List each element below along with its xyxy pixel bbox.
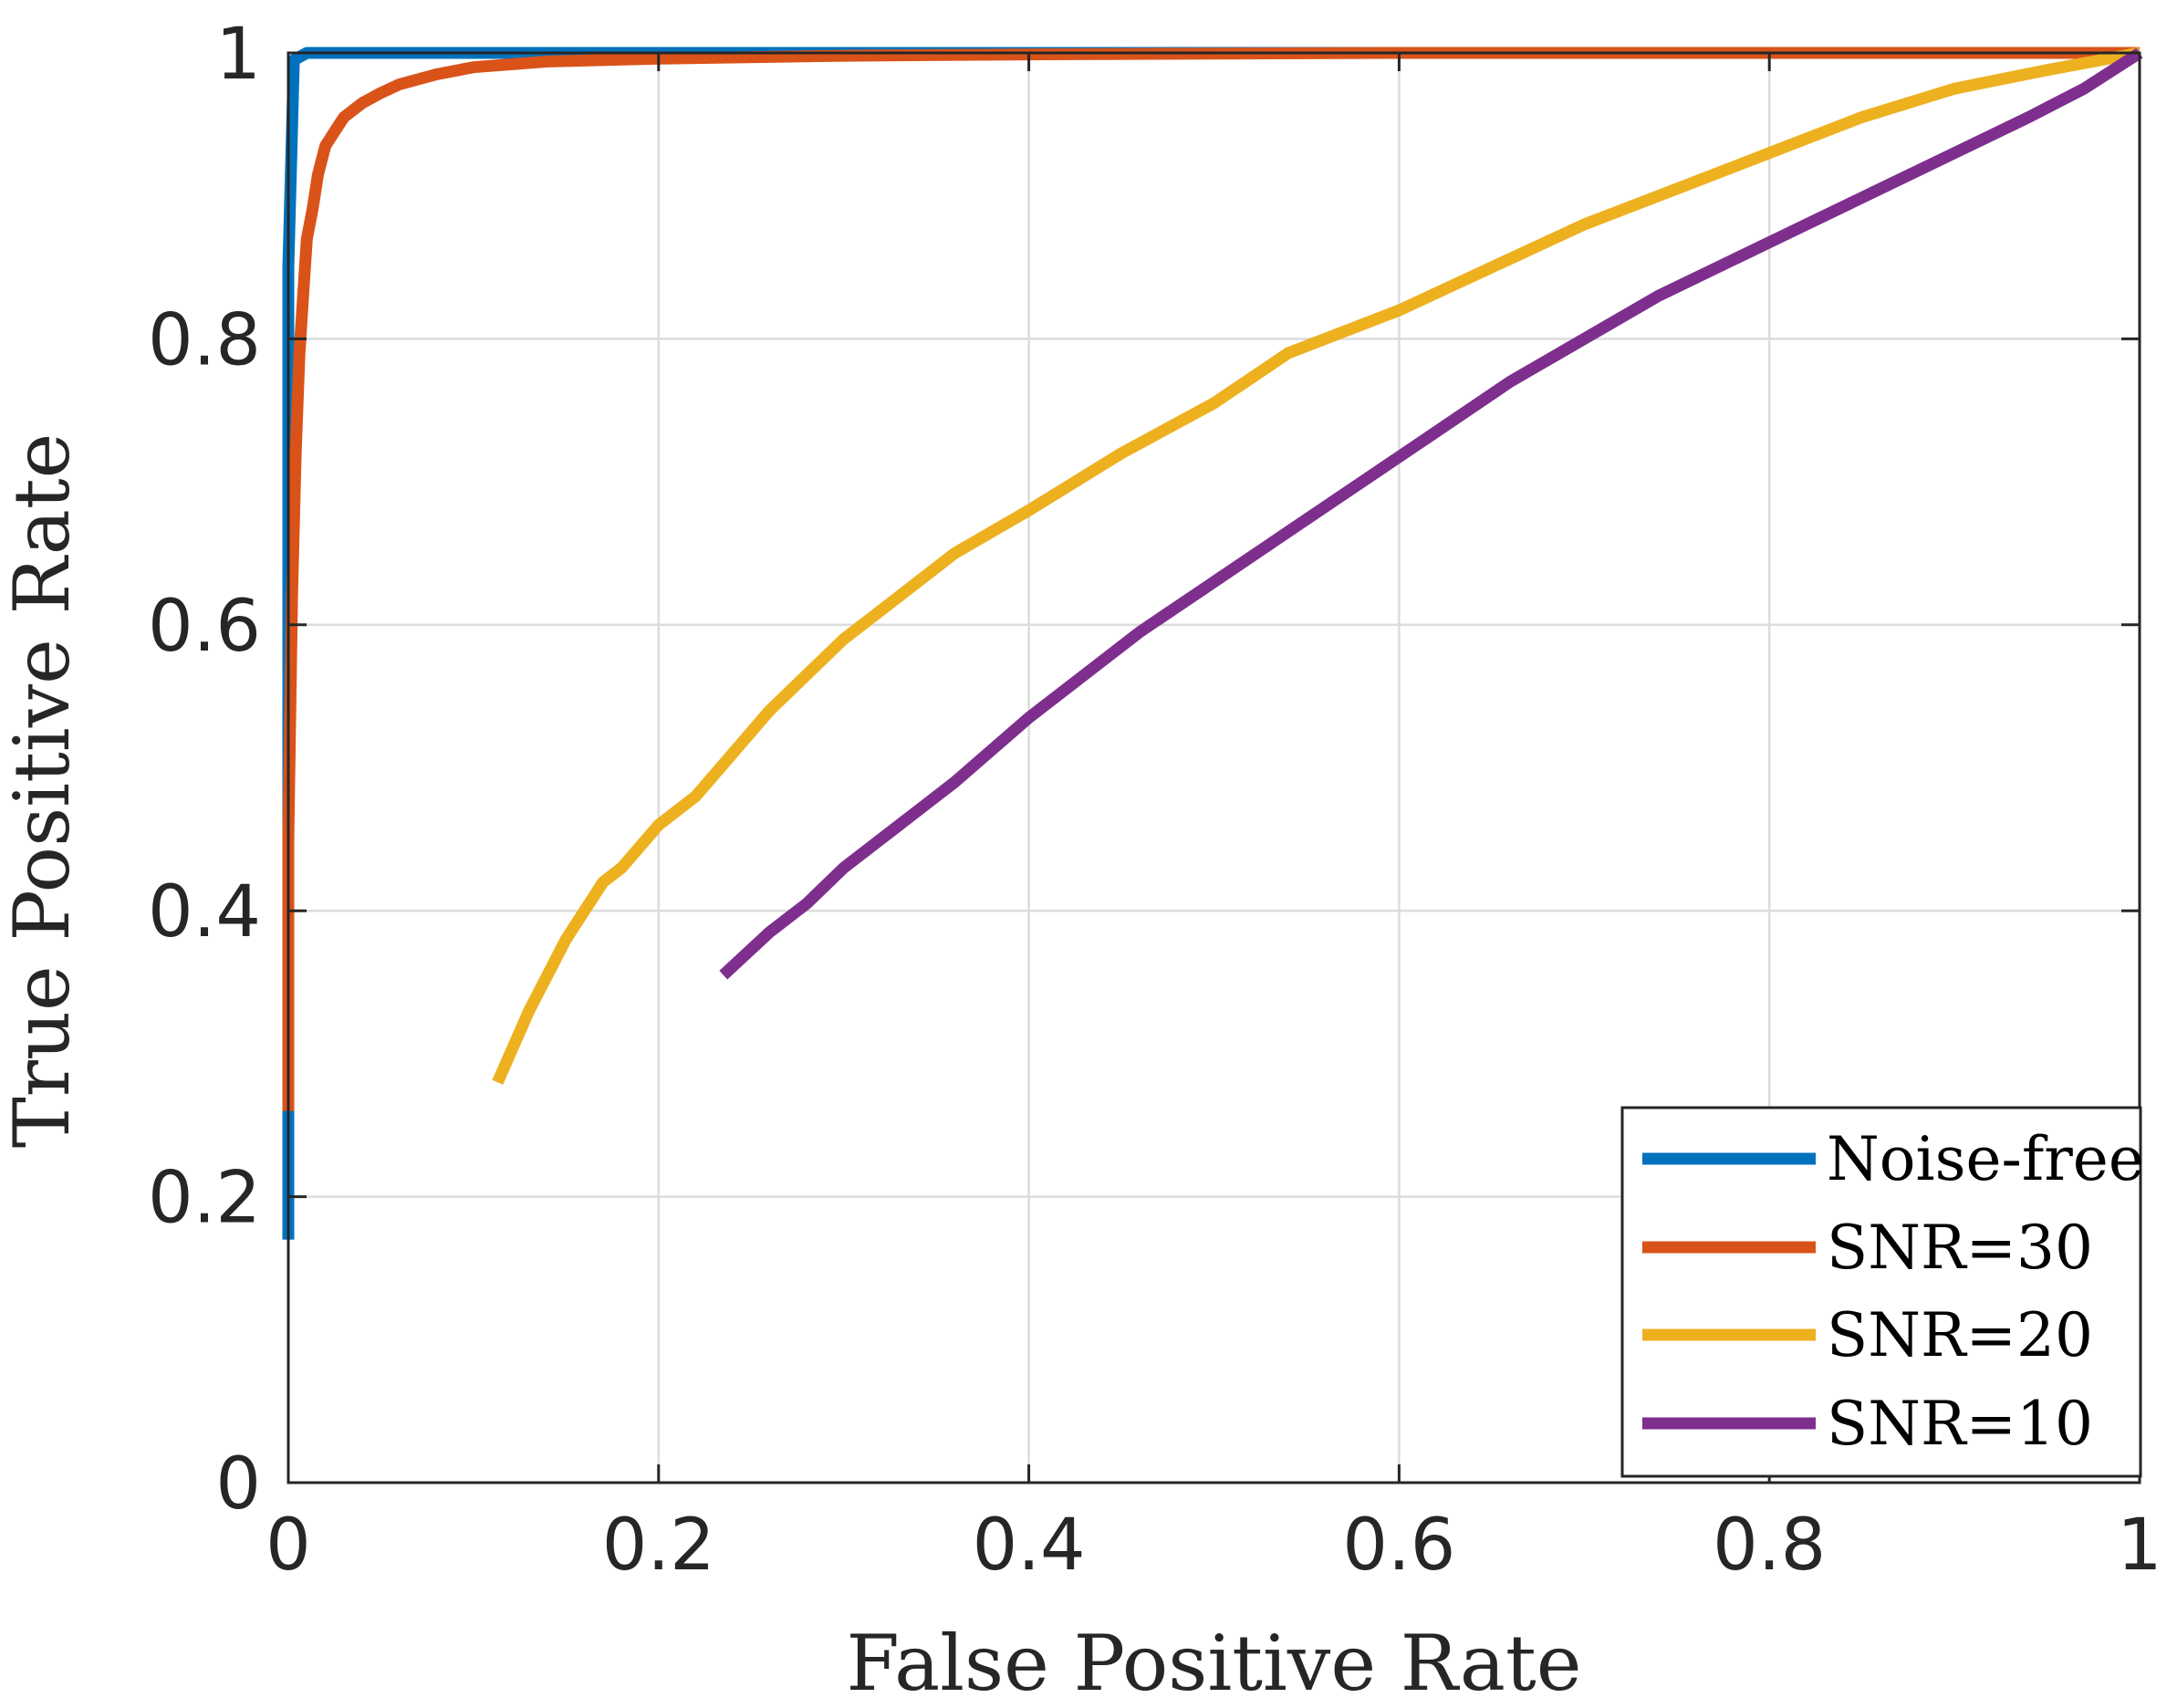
legend-box <box>1620 1106 2142 1478</box>
axis-ticks: 0 0.2 0.4 0.6 0.8 1 0 0.2 0.4 0.6 0.8 1 <box>148 14 2162 1587</box>
legend-label-snr-30: SNR=30 <box>1827 1213 2093 1283</box>
y-axis-title: True Positive Rate <box>0 433 87 1149</box>
y-tick-label: 0.6 <box>148 586 261 668</box>
legend-label-noise-free: Noise-free <box>1827 1124 2144 1194</box>
x-tick-label: 0.6 <box>1342 1505 1455 1587</box>
grid-lines <box>288 53 2140 1483</box>
y-tick-label: 0.2 <box>148 1158 261 1240</box>
x-tick-label: 0 <box>266 1505 311 1587</box>
x-tick-label: 0.4 <box>973 1505 1086 1587</box>
legend-entry-snr-30: SNR=30 <box>1642 1213 2093 1283</box>
plot-frame <box>286 51 2141 1484</box>
y-tick-label: 0 <box>215 1443 261 1526</box>
legend-entry-noise-free: Noise-free <box>1642 1124 2144 1194</box>
y-tick-label: 0.4 <box>148 871 261 953</box>
series-line-snr-30 <box>282 47 2140 1111</box>
series-lines <box>282 47 2143 1240</box>
x-tick-label: 0.8 <box>1713 1505 1826 1587</box>
legend-label-snr-20: SNR=20 <box>1827 1300 2093 1370</box>
x-axis-title: False Positive Rate <box>847 1619 1582 1708</box>
series-line-snr-20 <box>492 47 2141 1085</box>
y-tick-label: 0.8 <box>148 299 261 381</box>
series-line-snr-10 <box>719 47 2143 980</box>
legend: Noise-free SNR=30 SNR=20 SNR=10 <box>1620 1106 2144 1478</box>
series-line-noise-free <box>282 47 2140 1240</box>
y-tick-label: 1 <box>215 14 261 96</box>
legend-entry-snr-10: SNR=10 <box>1642 1389 2093 1459</box>
legend-entry-snr-20: SNR=20 <box>1642 1300 2093 1370</box>
x-tick-label: 1 <box>2117 1505 2162 1587</box>
legend-label-snr-10: SNR=10 <box>1827 1389 2093 1459</box>
x-tick-label: 0.2 <box>602 1505 715 1587</box>
